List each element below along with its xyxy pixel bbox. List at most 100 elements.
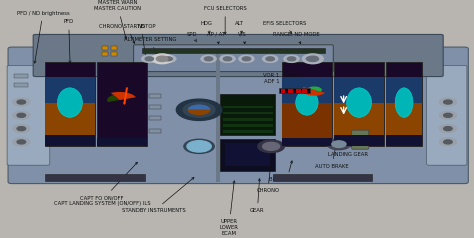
Ellipse shape [346, 88, 372, 117]
FancyBboxPatch shape [134, 45, 333, 72]
Bar [149, 94, 161, 98]
Ellipse shape [296, 90, 318, 115]
Circle shape [152, 54, 173, 64]
Bar [281, 89, 285, 93]
Text: CHRONO: CHRONO [256, 164, 279, 193]
Text: VOR 1   VOR 2
ADF 1   ADF 2: VOR 1 VOR 2 ADF 1 ADF 2 [264, 73, 301, 84]
Circle shape [17, 140, 26, 144]
Text: ND: ND [137, 24, 147, 63]
Bar [225, 143, 270, 166]
Circle shape [201, 55, 216, 62]
Circle shape [13, 138, 30, 146]
FancyBboxPatch shape [33, 35, 443, 77]
Circle shape [307, 56, 319, 61]
Bar [223, 106, 273, 108]
Text: AUTO BRAKE: AUTO BRAKE [315, 145, 348, 169]
Bar [386, 77, 422, 103]
Text: ALT: ALT [235, 21, 244, 33]
Circle shape [302, 54, 323, 64]
Circle shape [17, 100, 26, 104]
Bar [386, 135, 422, 146]
Bar [223, 124, 273, 127]
Circle shape [176, 99, 222, 120]
Circle shape [439, 111, 456, 119]
Circle shape [239, 55, 254, 62]
Circle shape [183, 102, 215, 117]
Bar [149, 129, 161, 133]
Bar [296, 89, 301, 93]
Wedge shape [107, 95, 119, 102]
Bar [45, 62, 95, 146]
Bar [149, 116, 161, 120]
Circle shape [17, 113, 26, 117]
Circle shape [439, 98, 456, 106]
Bar [282, 77, 332, 103]
Bar [45, 103, 95, 146]
Bar [97, 138, 147, 146]
Circle shape [187, 141, 211, 152]
FancyBboxPatch shape [352, 130, 369, 149]
Text: PFD: PFD [64, 20, 74, 63]
Text: STANDBY INSTRUMENTS: STANDBY INSTRUMENTS [122, 178, 194, 213]
Bar [102, 52, 108, 55]
Circle shape [13, 111, 30, 119]
Circle shape [439, 125, 456, 133]
Circle shape [223, 57, 232, 61]
Bar [97, 62, 147, 146]
Text: ALTIMETER SETTING: ALTIMETER SETTING [124, 37, 176, 55]
Bar [386, 103, 422, 146]
Circle shape [444, 100, 452, 104]
Circle shape [327, 139, 351, 150]
Ellipse shape [57, 88, 82, 117]
Bar [334, 135, 384, 146]
Bar [282, 138, 332, 146]
Text: MASTER WARN
MASTER CAUTION: MASTER WARN MASTER CAUTION [94, 0, 141, 39]
Bar [334, 103, 384, 146]
Bar [149, 105, 161, 109]
Text: AP / AT: AP / AT [207, 32, 225, 44]
Wedge shape [188, 110, 210, 115]
Wedge shape [188, 104, 210, 110]
Bar [111, 46, 117, 50]
Circle shape [287, 57, 296, 61]
Circle shape [444, 113, 452, 117]
FancyBboxPatch shape [427, 65, 467, 165]
Text: CHRONO START/STOP: CHRONO START/STOP [99, 24, 155, 43]
Circle shape [142, 55, 157, 62]
Bar [45, 174, 145, 181]
Bar [220, 139, 275, 171]
FancyArrow shape [123, 87, 128, 105]
Circle shape [161, 55, 176, 62]
Bar [142, 48, 325, 53]
Circle shape [439, 138, 456, 146]
Bar [45, 77, 95, 103]
Bar [334, 62, 384, 146]
Circle shape [164, 57, 173, 61]
Bar [223, 112, 273, 114]
FancyBboxPatch shape [7, 65, 50, 165]
Bar [282, 62, 332, 146]
Text: PFD / ND brightness: PFD / ND brightness [17, 11, 69, 63]
Circle shape [444, 140, 452, 144]
Text: SPD: SPD [187, 32, 197, 42]
Text: GEAR: GEAR [250, 179, 264, 213]
Bar [111, 52, 117, 55]
FancyBboxPatch shape [8, 47, 468, 183]
Circle shape [13, 98, 30, 106]
Circle shape [263, 142, 280, 150]
Bar [223, 130, 273, 133]
Wedge shape [308, 86, 322, 92]
Circle shape [13, 125, 30, 133]
Circle shape [444, 127, 452, 131]
Wedge shape [111, 92, 136, 100]
Text: UPPER
LOWER
ECAM: UPPER LOWER ECAM [219, 181, 238, 236]
Text: LANDING GEAR: LANDING GEAR [328, 136, 368, 157]
Circle shape [332, 141, 346, 148]
Circle shape [306, 57, 315, 61]
Text: V/S: V/S [238, 32, 247, 44]
Text: BRAKE PRESS: BRAKE PRESS [269, 161, 305, 182]
Bar [282, 103, 332, 146]
Circle shape [242, 57, 251, 61]
Circle shape [220, 55, 235, 62]
Circle shape [184, 139, 214, 154]
